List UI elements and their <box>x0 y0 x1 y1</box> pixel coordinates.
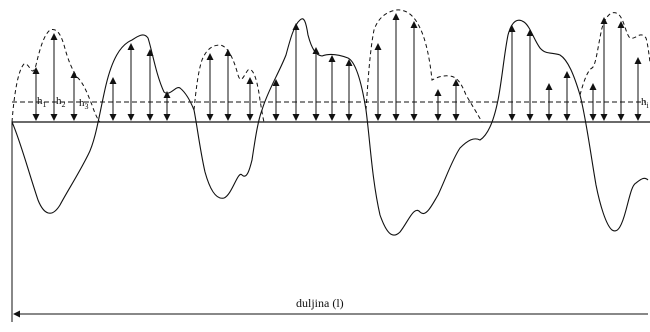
folded-valley-curves <box>11 9 650 123</box>
length-label: duljina (l) <box>296 296 344 310</box>
label-h2: h2 <box>56 95 66 109</box>
label-hi: hi <box>641 96 650 110</box>
label-h1: h1 <box>37 95 47 109</box>
ordinate-arrows <box>32 13 642 121</box>
label-h3: h3 <box>79 97 89 111</box>
surface-profile-curve <box>11 18 649 236</box>
